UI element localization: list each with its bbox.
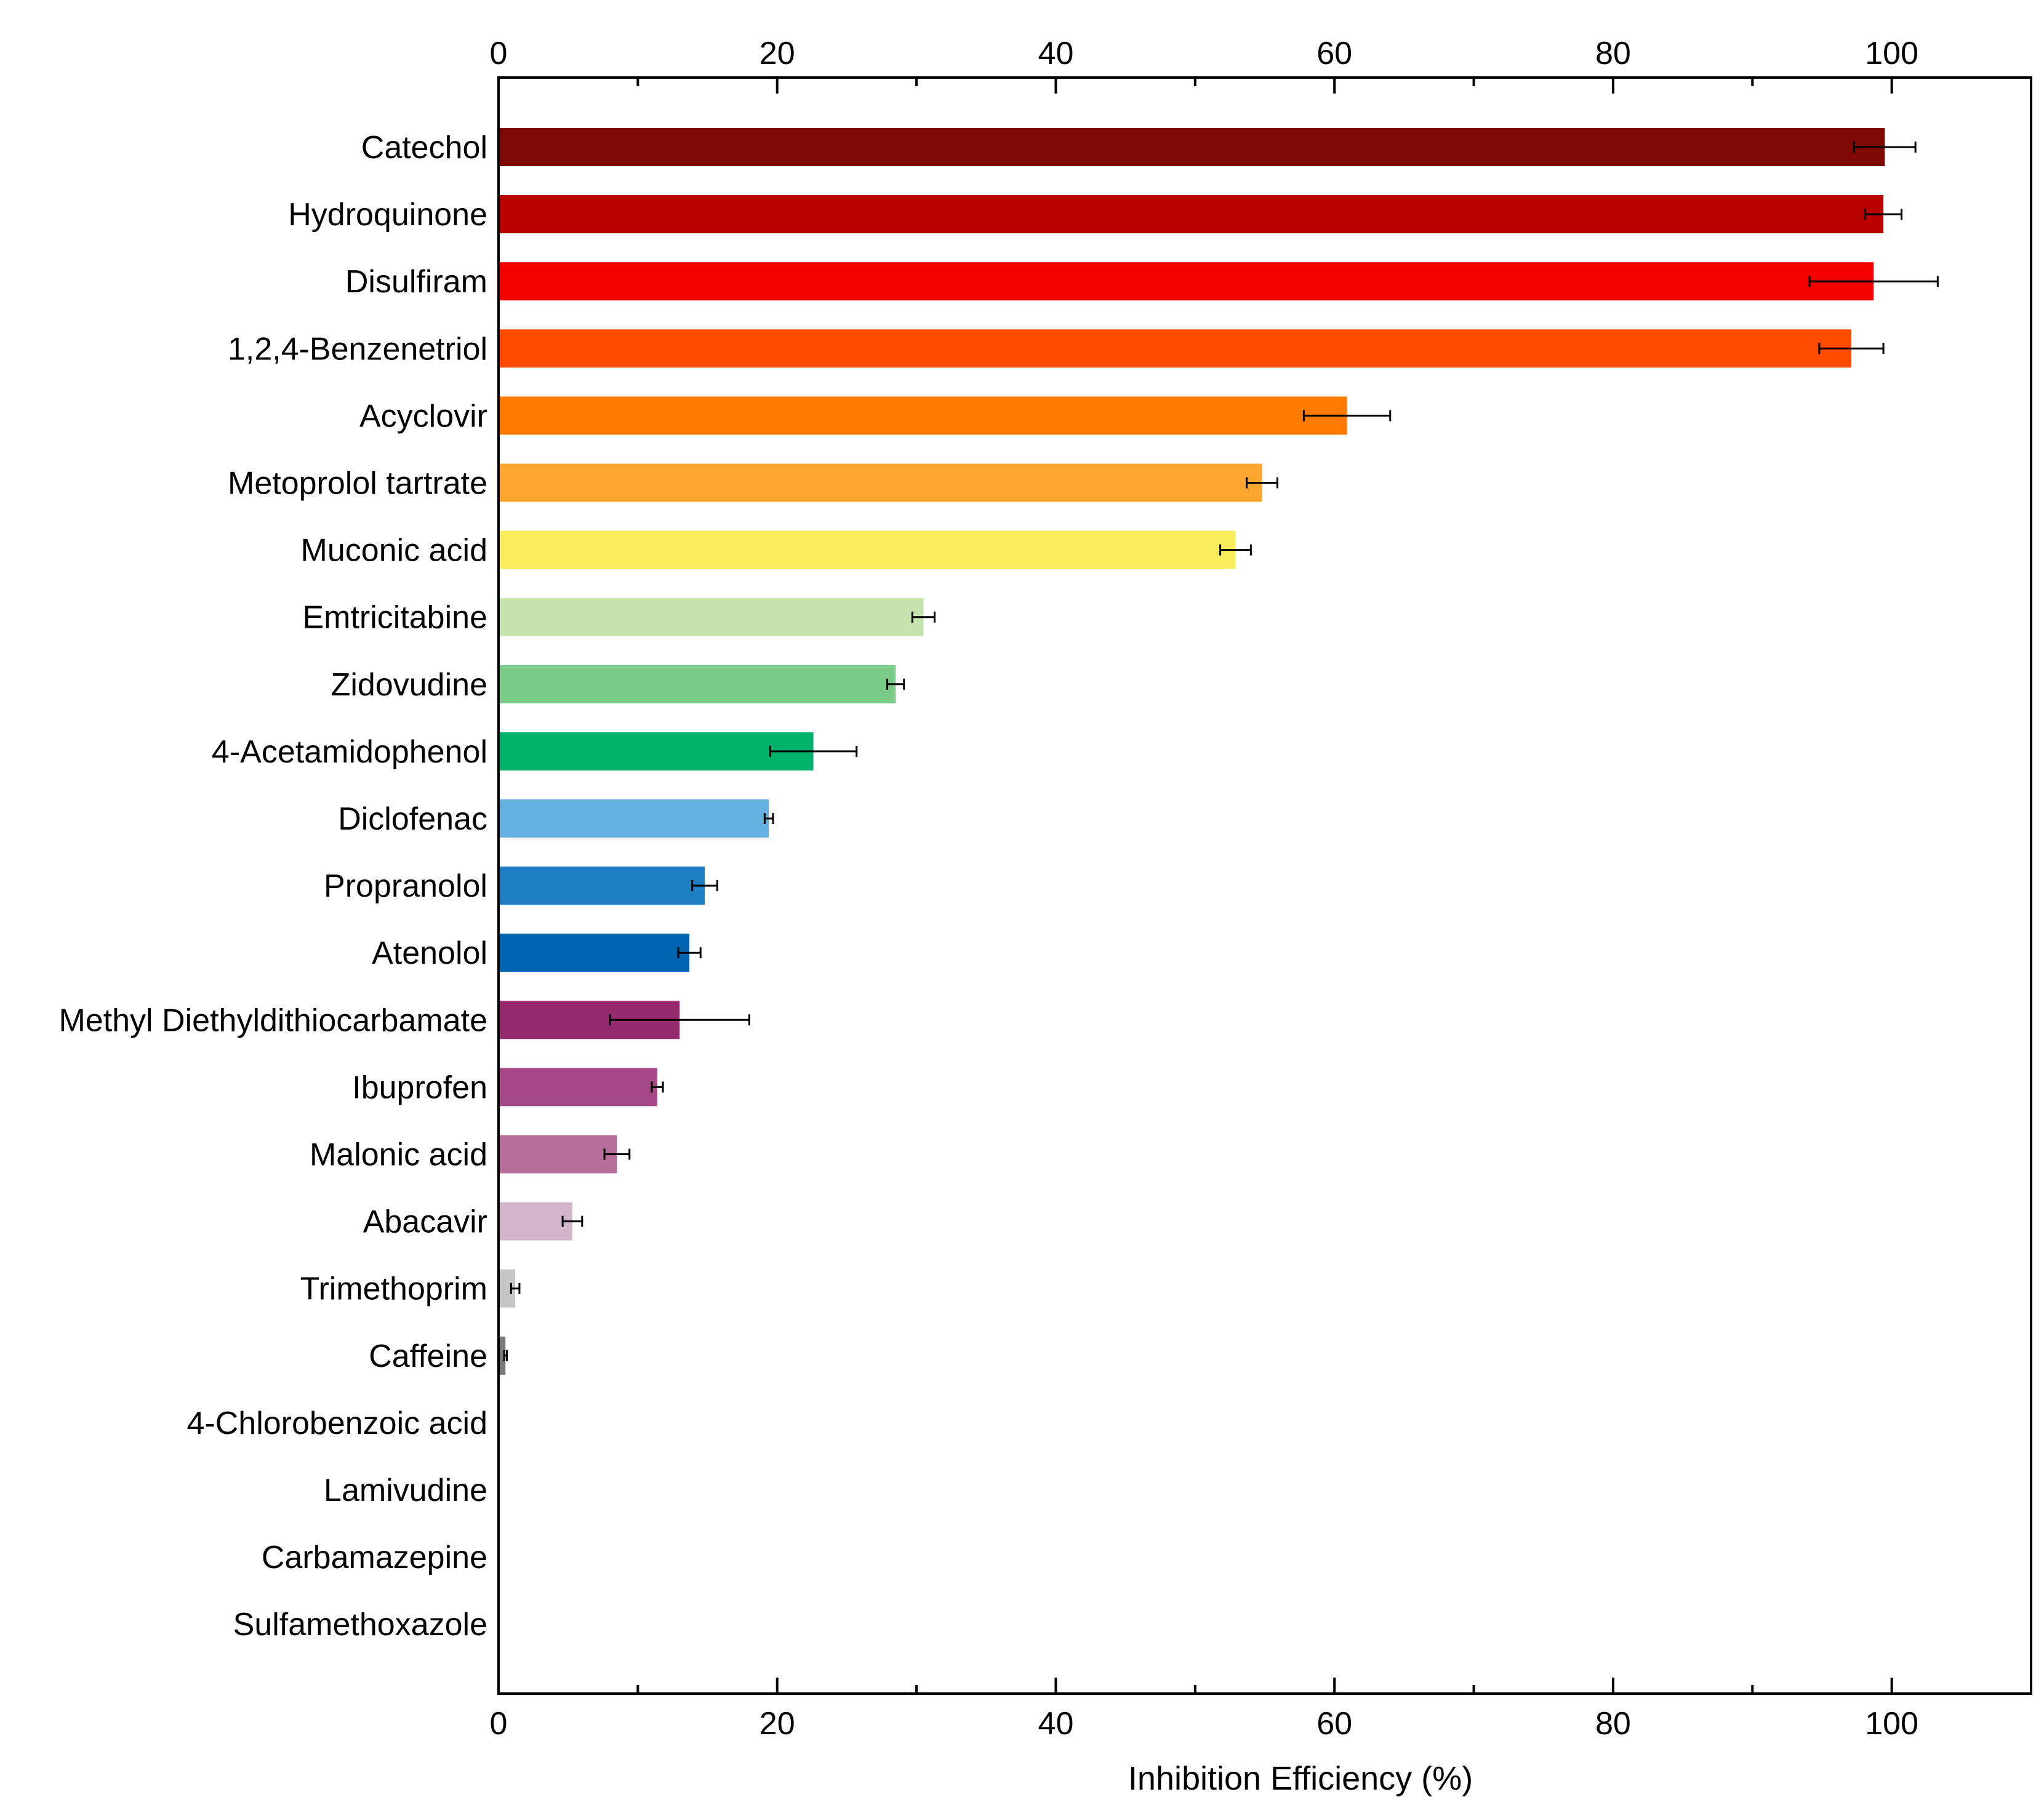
bar-catechol — [499, 128, 1885, 166]
error-bars-layer — [503, 142, 1939, 1361]
bottom-tick-label: 0 — [490, 1706, 508, 1742]
bar-4-acetamidophenol — [499, 732, 814, 770]
category-label-methyl-diethyldithiocarbamate: Methyl Diethyldithiocarbamate — [58, 1003, 487, 1038]
top-tick-label: 0 — [490, 36, 508, 71]
category-label-1-2-4-benzenetriol: 1,2,4-Benzenetriol — [228, 331, 487, 367]
category-label-trimethoprim: Trimethoprim — [300, 1271, 487, 1307]
plot-frame — [497, 76, 2032, 1695]
top-tick-label: 40 — [1038, 36, 1074, 71]
bar-malonic-acid — [499, 1135, 617, 1174]
error-bar-acyclovir — [1302, 410, 1392, 422]
bar-zidovudine — [499, 665, 896, 703]
category-label-metoprolol-tartrate: Metoprolol tartrate — [228, 466, 487, 502]
category-label-lamivudine: Lamivudine — [324, 1473, 487, 1508]
error-bar-catechol — [1853, 142, 1917, 153]
bottom-tick-label: 80 — [1595, 1706, 1631, 1742]
bottom-tick-label: 60 — [1317, 1706, 1352, 1742]
error-bar-hydroquinone — [1864, 209, 1902, 220]
error-bar-muconic-acid — [1219, 544, 1252, 556]
bar-ibuprofen — [499, 1068, 658, 1107]
category-label-catechol: Catechol — [361, 130, 487, 166]
category-label-propranolol: Propranolol — [324, 868, 487, 904]
bar-propranolol — [499, 866, 705, 905]
bar-disulfiram — [499, 262, 1874, 301]
category-label-diclofenac: Diclofenac — [338, 801, 487, 837]
category-labels-layer: Catechol Hydroquinone Disulfiram 1,2,4-Benz… — [58, 130, 487, 1643]
error-bar-diclofenac — [763, 813, 774, 824]
bottom-tick-label: 20 — [759, 1706, 795, 1742]
category-label-4-chlorobenzoic-acid: 4-Chlorobenzoic acid — [187, 1406, 488, 1441]
bar-acyclovir — [499, 396, 1347, 435]
category-label-ibuprofen: Ibuprofen — [352, 1070, 487, 1105]
bottom-tick-label: 40 — [1038, 1706, 1074, 1742]
x-axis-title: Inhibition Efficiency (%) — [1128, 1760, 1473, 1797]
bottom-tick-label: 100 — [1865, 1706, 1918, 1742]
category-label-atenolol: Atenolol — [372, 935, 487, 971]
bars-layer — [499, 128, 1885, 1375]
error-bar-methyl-diethyldithiocarbamate — [609, 1014, 750, 1026]
bar-emtricitabine — [499, 598, 924, 636]
error-bar-propranolol — [691, 880, 718, 892]
error-bar-caffeine — [503, 1350, 508, 1361]
category-label-carbamazepine: Carbamazepine — [262, 1540, 487, 1575]
error-bar-metoprolol-tartrate — [1246, 477, 1278, 489]
category-label-malonic-acid: Malonic acid — [310, 1137, 487, 1173]
error-bar-ibuprofen — [651, 1081, 664, 1093]
category-label-acyclovir: Acyclovir — [359, 398, 487, 434]
category-label-abacavir: Abacavir — [363, 1204, 487, 1240]
category-label-emtricitabine: Emtricitabine — [302, 600, 487, 636]
axis-ticks-layer: 0 0 20 20 40 40 60 60 80 80 100 100 — [490, 36, 2032, 1742]
top-tick-label: 100 — [1865, 36, 1918, 71]
category-label-caffeine: Caffeine — [369, 1339, 487, 1374]
bar-metoprolol-tartrate — [499, 463, 1262, 502]
error-bar-malonic-acid — [603, 1148, 631, 1160]
error-bar-atenolol — [677, 947, 702, 959]
error-bar-trimethoprim — [510, 1283, 521, 1294]
category-label-zidovudine: Zidovudine — [331, 667, 487, 703]
error-bar-emtricitabine — [911, 611, 936, 623]
bar-caffeine — [499, 1336, 506, 1375]
bar-hydroquinone — [499, 195, 1884, 234]
error-bar-4-acetamidophenol — [769, 745, 858, 757]
category-label-4-acetamidophenol: 4-Acetamidophenol — [212, 734, 487, 770]
error-bar-abacavir — [561, 1215, 583, 1227]
error-bar-1-2-4-benzenetriol — [1818, 343, 1885, 354]
category-label-disulfiram: Disulfiram — [345, 264, 487, 300]
top-tick-label: 20 — [759, 36, 795, 71]
category-label-sulfamethoxazole: Sulfamethoxazole — [233, 1607, 487, 1643]
top-tick-label: 80 — [1595, 36, 1631, 71]
bar-atenolol — [499, 934, 690, 972]
bar-diclofenac — [499, 799, 769, 838]
error-bar-disulfiram — [1808, 276, 1939, 287]
bar-muconic-acid — [499, 530, 1236, 569]
category-label-hydroquinone: Hydroquinone — [288, 197, 487, 233]
top-tick-label: 60 — [1317, 36, 1352, 71]
bar-abacavir — [499, 1202, 572, 1241]
error-bar-zidovudine — [886, 678, 905, 690]
bar-1-2-4-benzenetriol — [499, 329, 1851, 368]
category-label-muconic-acid: Muconic acid — [301, 533, 487, 569]
